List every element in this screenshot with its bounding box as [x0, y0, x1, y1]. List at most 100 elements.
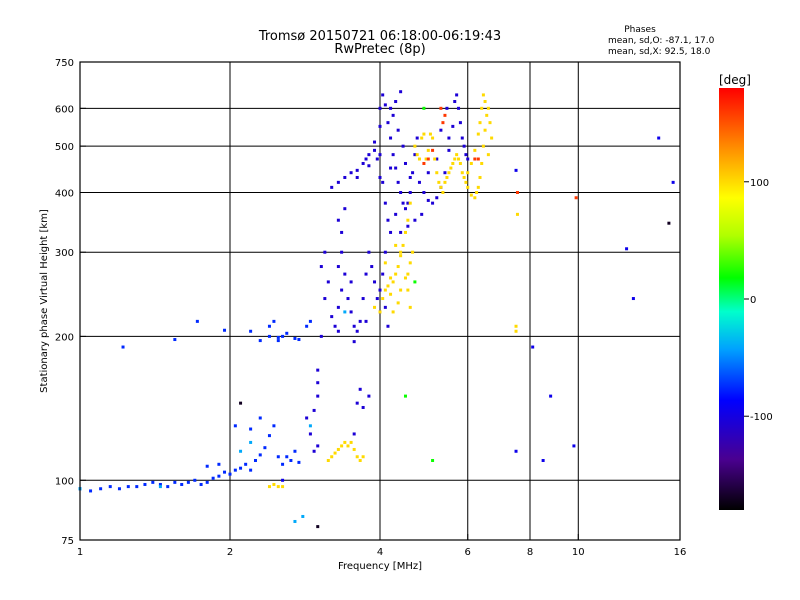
- data-point: [473, 196, 477, 200]
- data-point: [289, 458, 293, 462]
- data-point: [422, 106, 426, 110]
- data-point: [417, 180, 421, 184]
- data-point: [394, 100, 398, 104]
- data-point: [389, 276, 393, 280]
- data-point: [333, 324, 337, 328]
- data-point: [249, 468, 253, 472]
- data-point: [514, 324, 518, 328]
- data-point: [373, 148, 377, 152]
- data-point: [358, 387, 362, 391]
- data-point: [406, 201, 410, 205]
- data-point: [358, 458, 362, 462]
- data-point: [316, 368, 320, 372]
- data-point: [386, 218, 390, 222]
- data-point: [308, 432, 312, 436]
- data-point: [326, 280, 330, 284]
- data-point: [316, 394, 320, 398]
- data-point: [466, 171, 470, 175]
- data-point: [386, 324, 390, 328]
- data-point: [406, 218, 410, 222]
- data-point: [451, 161, 455, 165]
- chart-title: Tromsø 20150721 06:18:00-06:19:43: [258, 29, 501, 44]
- data-points: [78, 90, 675, 529]
- y-tick-label: 75: [61, 536, 74, 547]
- data-point: [239, 401, 243, 405]
- data-point: [457, 157, 461, 161]
- data-point: [267, 324, 271, 328]
- colorbar: [719, 88, 744, 510]
- data-point: [435, 196, 439, 200]
- data-point: [375, 157, 379, 161]
- data-point: [631, 297, 635, 301]
- data-point: [426, 157, 430, 161]
- data-point: [349, 310, 353, 314]
- data-point: [464, 180, 468, 184]
- data-point: [361, 405, 365, 409]
- data-point: [488, 121, 492, 125]
- colorbar-tick-label: 0: [750, 295, 756, 306]
- data-point: [239, 449, 243, 453]
- data-point: [481, 93, 485, 97]
- data-point: [186, 480, 190, 484]
- data-point: [426, 148, 430, 152]
- data-point: [312, 449, 316, 453]
- data-point: [336, 329, 340, 333]
- data-point: [403, 207, 407, 211]
- data-point: [349, 440, 353, 444]
- data-point: [336, 447, 340, 451]
- data-point: [158, 485, 162, 489]
- data-point: [541, 458, 545, 462]
- data-point: [422, 132, 426, 136]
- data-point: [389, 230, 393, 234]
- data-point: [373, 280, 377, 284]
- data-point: [447, 136, 451, 140]
- data-point: [352, 432, 356, 436]
- data-point: [253, 458, 257, 462]
- data-point: [411, 250, 415, 254]
- y-tick-label: 400: [55, 188, 74, 199]
- data-point: [340, 288, 344, 292]
- data-point: [428, 132, 432, 136]
- data-point: [193, 478, 197, 482]
- data-point: [469, 161, 473, 165]
- data-point: [462, 144, 466, 148]
- x-tick-label: 10: [572, 547, 585, 558]
- data-point: [415, 136, 419, 140]
- data-point: [464, 153, 468, 157]
- data-point: [403, 394, 407, 398]
- data-point: [223, 328, 227, 332]
- data-point: [515, 190, 519, 194]
- data-point: [572, 444, 576, 448]
- data-point: [396, 128, 400, 132]
- data-point: [143, 482, 147, 486]
- data-point: [233, 468, 237, 472]
- data-point: [406, 272, 410, 276]
- data-point: [460, 171, 464, 175]
- data-point: [367, 394, 371, 398]
- data-point: [413, 218, 417, 222]
- grid-lines: [80, 62, 680, 540]
- data-point: [297, 338, 301, 342]
- data-point: [99, 487, 103, 491]
- data-point: [435, 157, 439, 161]
- data-point: [485, 113, 489, 117]
- data-point: [308, 319, 312, 323]
- data-point: [445, 106, 449, 110]
- data-point: [349, 171, 353, 175]
- data-point: [305, 416, 309, 420]
- data-point: [386, 121, 390, 125]
- colorbar-label: [deg]: [719, 73, 751, 87]
- data-point: [330, 315, 334, 319]
- data-point: [391, 280, 395, 284]
- data-point: [413, 280, 417, 284]
- data-point: [267, 434, 271, 438]
- data-point: [281, 334, 285, 338]
- y-tick-label: 100: [55, 476, 74, 487]
- data-point: [391, 113, 395, 117]
- data-point: [381, 272, 385, 276]
- data-point: [451, 124, 455, 128]
- data-point: [420, 212, 424, 216]
- data-point: [263, 446, 267, 450]
- data-point: [422, 190, 426, 194]
- data-point: [244, 462, 248, 466]
